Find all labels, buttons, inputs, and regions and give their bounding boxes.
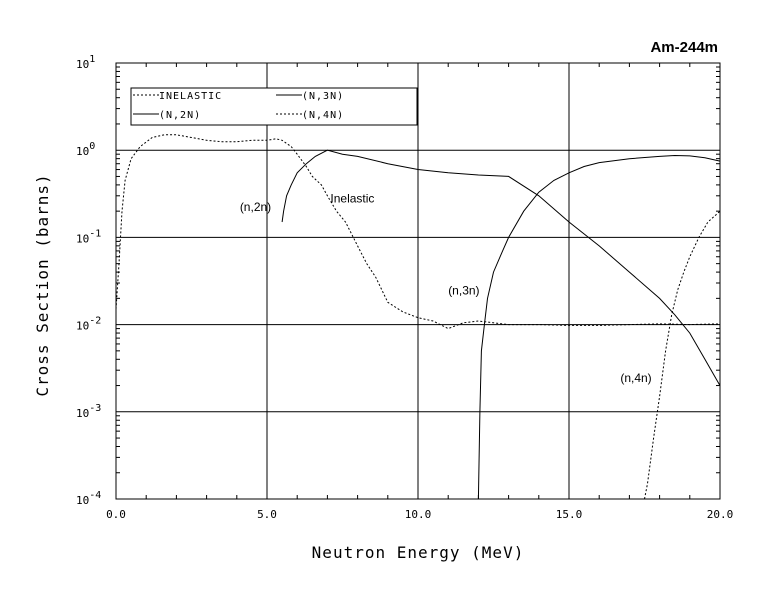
legend-label: INELASTIC (159, 91, 222, 102)
x-tick-label: 20.0 (707, 508, 734, 521)
x-tick-label: 5.0 (257, 508, 277, 521)
y-axis-title: Cross Section (barns) (33, 173, 52, 396)
data-curves (115, 134, 721, 500)
y-tick-label: 100 (76, 141, 95, 158)
series-line-n-2n (281, 149, 721, 386)
tick-labels: 0.0 5.0 10.0 15.0 20.0 10-4 10-3 10-2 10-1 100 101 (76, 54, 733, 521)
y-tick-label: 101 (76, 54, 95, 71)
series-line-n-4n (644, 210, 721, 500)
plot-frame (115, 62, 721, 500)
axes (115, 62, 721, 500)
series-line-n-3n (477, 154, 721, 500)
curve-annotation: (n,3n) (448, 284, 479, 298)
curve-annotation: (n,2n) (240, 200, 271, 214)
x-axis-title: Neutron Energy (MeV) (312, 543, 525, 562)
legend-label: (N,4N) (302, 110, 344, 121)
chart-title: Am-244m (650, 39, 718, 56)
legend-label: (N,3N) (302, 91, 344, 102)
legend-label: (N,2N) (159, 110, 201, 121)
y-tick-label: 10-4 (76, 490, 101, 507)
legend: INELASTIC (N,3N) (N,2N) (N,4N) (130, 87, 418, 126)
x-tick-label: 0.0 (106, 508, 126, 521)
y-tick-label: 10-1 (76, 228, 101, 245)
y-tick-label: 10-3 (76, 403, 101, 420)
grid-lines (116, 63, 720, 499)
x-tick-label: 15.0 (556, 508, 583, 521)
series-line-inelastic (115, 134, 721, 330)
curve-annotation: (n,4n) (620, 371, 651, 385)
legend-box (130, 87, 418, 126)
y-tick-label: 10-2 (76, 316, 101, 333)
x-tick-label: 10.0 (405, 508, 432, 521)
annotations: Inelastic (n,2n) (n,3n) (n,4n) (240, 192, 652, 385)
curve-annotation: Inelastic (330, 192, 374, 206)
